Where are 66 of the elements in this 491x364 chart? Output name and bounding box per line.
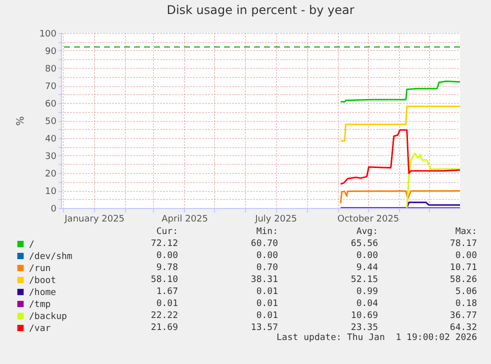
y-tick-label: 0 — [50, 204, 57, 214]
y-axis-title: % — [15, 116, 26, 126]
line-series — [340, 190, 460, 204]
text: 0.04 — [356, 299, 378, 310]
text: 9.44 — [356, 263, 378, 274]
y-tick-label: 40 — [45, 134, 57, 144]
legend-label: /run — [29, 264, 51, 274]
legend-label: /boot — [29, 276, 56, 286]
x-tick-label: July 2025 — [254, 214, 298, 224]
text: Avg: — [356, 227, 378, 238]
text: 10.69 — [350, 311, 378, 322]
y-tick-label: 60 — [45, 100, 57, 110]
text: Cur: — [156, 227, 178, 238]
legend-label: /backup — [29, 312, 67, 322]
legend-label: /home — [29, 288, 56, 298]
text: 0.01 — [256, 287, 278, 298]
x-tick-label: April 2025 — [162, 214, 208, 224]
y-tick-label: 10 — [45, 187, 57, 197]
text: 58.26 — [450, 275, 477, 286]
text: Max: — [455, 227, 477, 238]
text: 65.56 — [350, 239, 378, 250]
y-tick-label: 70 — [45, 82, 57, 92]
text: 60.70 — [250, 239, 278, 250]
text: 9.78 — [156, 263, 178, 274]
text: 0.00 — [256, 251, 278, 262]
text: Last update: Thu Jan 1 19:00:02 2026 — [276, 333, 477, 344]
text: 0.00 — [455, 251, 477, 262]
text: 0.01 — [156, 299, 178, 310]
line-series — [340, 129, 460, 185]
text: 64.32 — [450, 323, 477, 333]
legend-label: /dev/shm — [29, 252, 72, 262]
y-tick-label: 20 — [45, 170, 57, 180]
text: 36.77 — [450, 311, 477, 322]
text: 72.12 — [150, 239, 178, 250]
text: 21.69 — [150, 323, 178, 334]
text: 0.00 — [356, 251, 378, 262]
y-tick-label: 90 — [45, 47, 57, 57]
y-tick-label: 100 — [39, 30, 57, 40]
y-tick-label: 30 — [45, 152, 57, 162]
text: 0.99 — [356, 287, 378, 298]
legend-label: / — [29, 240, 34, 250]
text: 0.01 — [256, 311, 278, 322]
text: 0.18 — [455, 299, 477, 310]
line-series — [340, 80, 460, 103]
text: 23.35 — [350, 323, 378, 333]
y-tick-label: 50 — [45, 117, 57, 127]
y-tick-label: 80 — [45, 64, 57, 74]
text: 22.22 — [150, 311, 178, 322]
legend-label: /tmp — [29, 300, 51, 310]
text: 10.71 — [450, 263, 477, 274]
legend-label: /var — [29, 324, 52, 334]
text: Min: — [256, 227, 278, 238]
text: 5.06 — [455, 287, 477, 298]
text: 13.57 — [250, 323, 278, 334]
text: 38.31 — [250, 275, 278, 286]
chart-title: Disk usage in percent - by year — [166, 3, 354, 17]
text: 78.17 — [450, 239, 477, 250]
text: 0.01 — [256, 299, 278, 310]
text: 0.00 — [156, 251, 178, 262]
text: 58.10 — [150, 275, 178, 286]
line-series — [406, 152, 460, 208]
text: 52.15 — [350, 275, 378, 286]
text: 1.67 — [156, 287, 178, 298]
text: 0.70 — [256, 263, 278, 274]
x-tick-label: January 2025 — [64, 214, 125, 224]
x-tick-label: October 2025 — [337, 214, 400, 224]
